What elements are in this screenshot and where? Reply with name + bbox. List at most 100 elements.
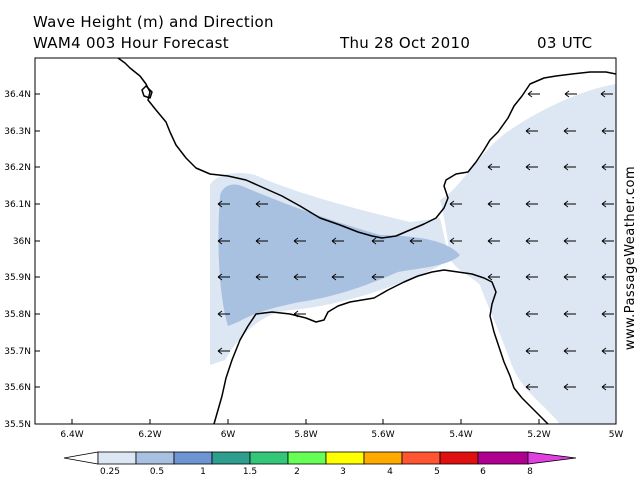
legend-label: 3 — [340, 467, 346, 477]
direction-arrow — [217, 237, 230, 245]
x-tick-label: 6.2W — [138, 430, 161, 440]
wave-shading-medium — [218, 184, 460, 326]
direction-arrow — [563, 127, 576, 135]
watermark: www.PassageWeather.com — [623, 166, 638, 350]
direction-arrow — [487, 237, 500, 245]
y-tick-label: 36.1N — [4, 200, 31, 210]
direction-arrow — [563, 310, 576, 318]
y-tick-label: 35.9N — [4, 273, 31, 283]
tick-marks — [35, 93, 540, 424]
legend-bar — [63, 451, 577, 465]
direction-arrow — [371, 237, 384, 245]
direction-arrow — [331, 237, 344, 245]
x-tick-label: 5.8W — [294, 430, 317, 440]
direction-arrow — [487, 200, 500, 208]
direction-arrow — [601, 163, 614, 171]
direction-arrow — [525, 200, 538, 208]
direction-arrow — [217, 347, 230, 355]
legend-label: 1 — [200, 467, 206, 477]
x-tick-label: 5.2W — [527, 430, 550, 440]
direction-arrow — [449, 237, 462, 245]
direction-arrow — [255, 200, 268, 208]
direction-arrow — [601, 200, 614, 208]
legend-label: 4 — [387, 467, 393, 477]
y-tick-label: 36.2N — [4, 163, 31, 173]
legend-label: 2 — [294, 467, 300, 477]
direction-arrow — [601, 237, 614, 245]
map-title: Wave Height (m) and Direction — [33, 13, 274, 31]
direction-arrow — [525, 383, 538, 391]
direction-arrow — [601, 273, 614, 281]
legend-swatch — [135, 451, 175, 465]
y-tick-label: 36N — [13, 237, 31, 247]
y-tick-label: 35.6N — [4, 383, 31, 393]
y-tick-label: 36.3N — [4, 127, 31, 137]
x-tick-label: 5.6W — [371, 430, 394, 440]
legend-swatch — [173, 451, 213, 465]
direction-arrow — [563, 163, 576, 171]
legend-swatch — [401, 451, 441, 465]
direction-arrow — [525, 273, 538, 281]
legend-swatch — [325, 451, 365, 465]
x-tick-label: 6.4W — [60, 430, 83, 440]
direction-arrow — [487, 273, 500, 281]
direction-arrow — [293, 273, 306, 281]
coastline-island — [141, 85, 153, 99]
legend-label: 1.5 — [243, 467, 257, 477]
direction-arrow — [409, 237, 422, 245]
coastline-spain — [117, 58, 616, 239]
direction-arrow — [527, 90, 540, 98]
legend-swatch — [477, 451, 529, 465]
direction-arrow — [293, 237, 306, 245]
legend-swatch — [527, 451, 577, 465]
direction-arrow — [217, 273, 230, 281]
x-tick-label: 6W — [221, 430, 236, 440]
direction-arrow — [563, 200, 576, 208]
direction-arrow — [601, 383, 614, 391]
direction-arrow — [371, 273, 384, 281]
direction-arrow — [217, 200, 230, 208]
legend-label: 8 — [527, 467, 533, 477]
direction-arrow — [601, 127, 614, 135]
x-tick-label: 5W — [609, 430, 624, 440]
direction-arrow — [525, 347, 538, 355]
direction-arrow — [255, 237, 268, 245]
direction-arrow — [331, 273, 344, 281]
legend-swatch — [97, 451, 137, 465]
legend-label: 6 — [480, 467, 486, 477]
direction-arrow — [563, 347, 576, 355]
wave-shading-light-atlantic — [440, 84, 616, 424]
legend-label: 0.5 — [150, 467, 164, 477]
direction-arrow — [255, 273, 268, 281]
legend-swatch — [249, 451, 289, 465]
y-tick-label: 35.7N — [4, 347, 31, 357]
legend-swatch — [211, 451, 251, 465]
direction-arrow — [525, 237, 538, 245]
legend-swatch — [63, 451, 99, 465]
direction-arrow — [563, 383, 576, 391]
legend-swatch — [363, 451, 403, 465]
legend-label: 0.25 — [100, 467, 120, 477]
y-tick-label: 35.8N — [4, 310, 31, 320]
direction-arrow — [525, 310, 538, 318]
forecast-time: 03 UTC — [537, 34, 593, 52]
legend-label: 5 — [434, 467, 440, 477]
legend-swatch — [287, 451, 327, 465]
direction-arrow — [563, 273, 576, 281]
direction-arrow — [217, 310, 230, 318]
coastline-morocco — [213, 269, 549, 424]
legend-swatch — [439, 451, 479, 465]
x-tick-label: 5.4W — [449, 430, 472, 440]
direction-arrow — [601, 310, 614, 318]
direction-arrow — [563, 237, 576, 245]
direction-arrow — [487, 163, 500, 171]
direction-arrow — [601, 347, 614, 355]
forecast-date: Thu 28 Oct 2010 — [340, 34, 471, 52]
direction-arrow — [525, 127, 538, 135]
direction-arrow — [564, 90, 577, 98]
arrow-field — [217, 90, 614, 391]
direction-arrow — [293, 310, 306, 318]
direction-arrow — [525, 163, 538, 171]
direction-arrow — [449, 200, 462, 208]
